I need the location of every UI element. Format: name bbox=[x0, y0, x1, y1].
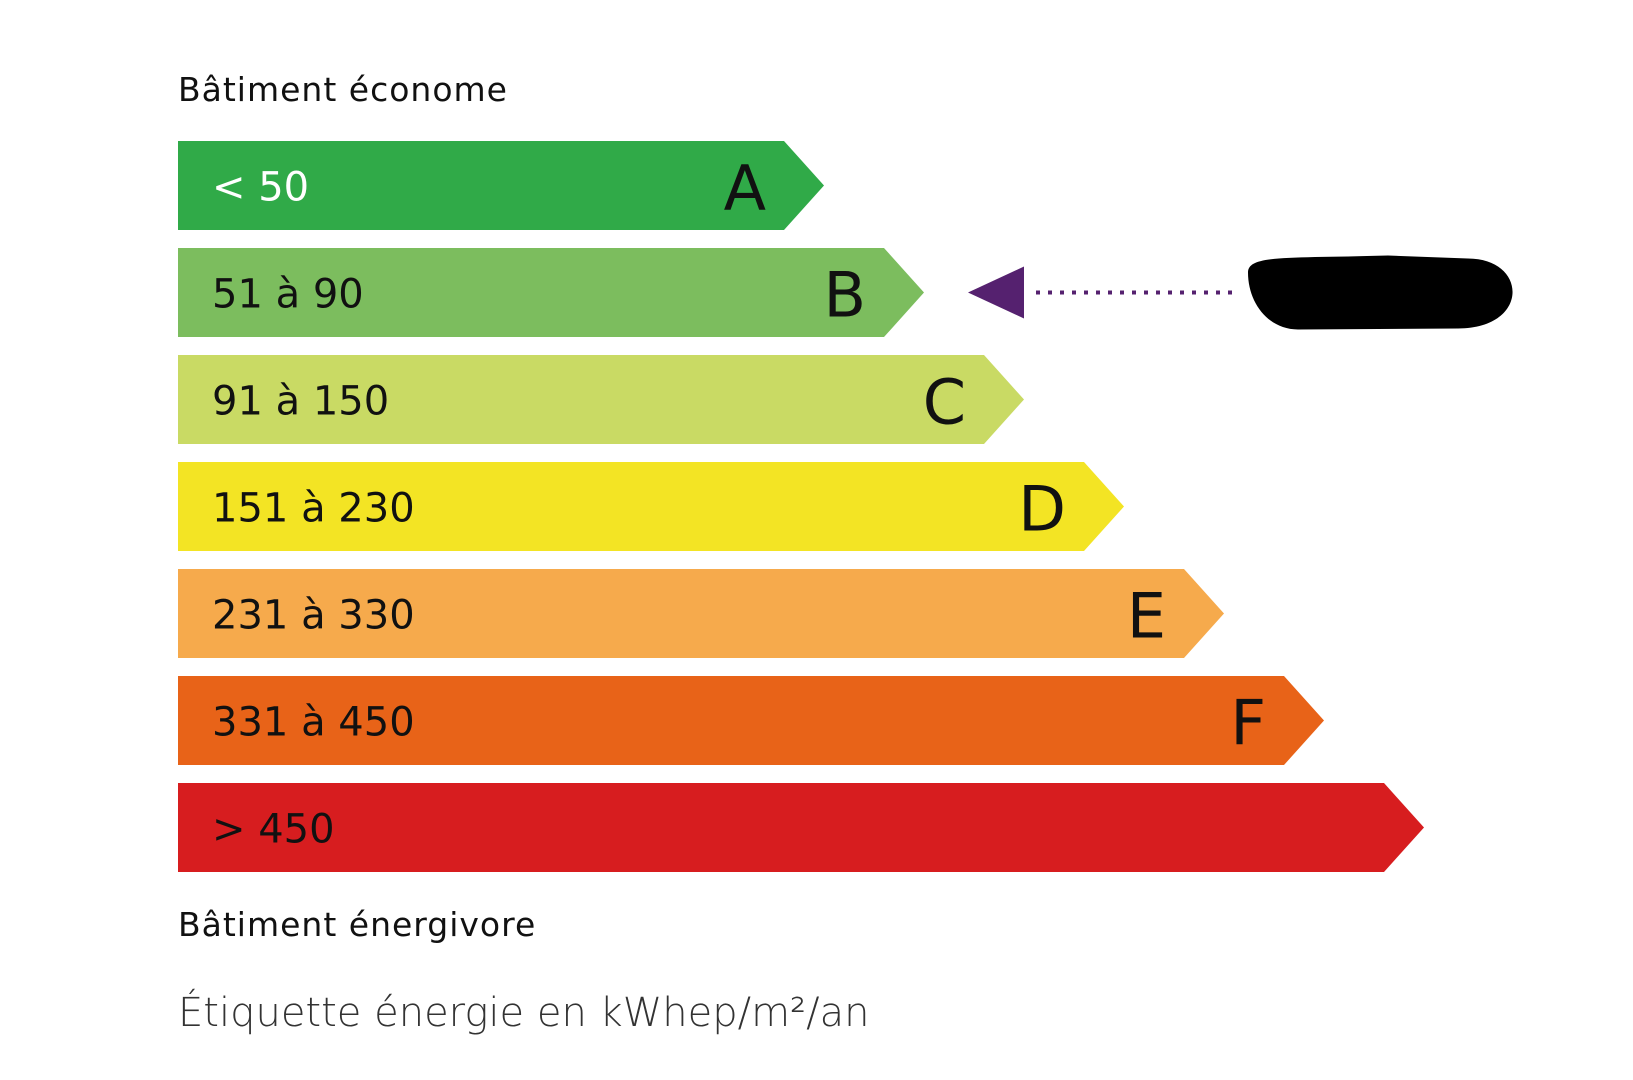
class-range-G: > 450 bbox=[212, 807, 335, 853]
marker-arrow-icon bbox=[968, 266, 1024, 319]
class-letter-A: A bbox=[724, 152, 766, 225]
class-range-C: 91 à 150 bbox=[212, 379, 389, 425]
header-efficient: Bâtiment économe bbox=[178, 70, 508, 109]
class-bar-G bbox=[178, 783, 1424, 872]
class-bar-F bbox=[178, 676, 1324, 765]
unit-label: Étiquette énergie en kWhep/m²/an bbox=[178, 990, 870, 1036]
class-bar-E bbox=[178, 569, 1224, 658]
class-letter-C: C bbox=[923, 366, 966, 439]
class-letter-E: E bbox=[1127, 580, 1166, 653]
redacted-value bbox=[1248, 255, 1513, 330]
class-range-B: 51 à 90 bbox=[212, 272, 364, 318]
class-range-A: < 50 bbox=[212, 165, 309, 211]
class-bar-D bbox=[178, 462, 1124, 551]
class-bar-C bbox=[178, 355, 1024, 444]
class-range-F: 331 à 450 bbox=[212, 700, 415, 746]
class-bar-A bbox=[178, 141, 824, 230]
class-bar-B bbox=[178, 248, 924, 337]
class-range-D: 151 à 230 bbox=[212, 486, 415, 532]
class-letter-D: D bbox=[1018, 473, 1066, 546]
header-energy-intensive: Bâtiment énergivore bbox=[178, 905, 537, 944]
class-letter-B: B bbox=[823, 259, 866, 332]
class-letter-F: F bbox=[1230, 687, 1266, 760]
class-range-E: 231 à 330 bbox=[212, 593, 415, 639]
